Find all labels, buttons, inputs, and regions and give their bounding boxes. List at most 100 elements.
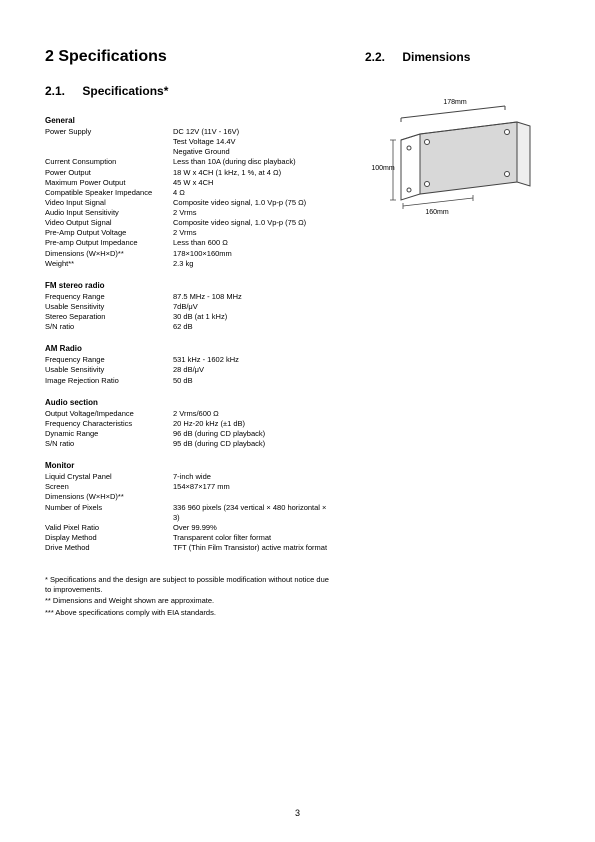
spec-label: Dimensions (W×H×D)** — [45, 492, 173, 502]
dim-width: 178mm — [443, 99, 467, 106]
spec-row: Power Output18 W x 4CH (1 kHz, 1 %, at 4… — [45, 168, 335, 178]
section-num: 2.1. — [45, 84, 65, 98]
spec-label: Usable Sensitivity — [45, 302, 173, 312]
spec-label: Audio Input Sensitivity — [45, 208, 173, 218]
spec-row: Drive MethodTFT (Thin Film Transistor) a… — [45, 543, 335, 553]
spec-value: 20 Hz-20 kHz (±1 dB) — [173, 419, 335, 429]
spec-row: Video Output SignalComposite video signa… — [45, 218, 335, 228]
section-2-1-heading: 2.1. Specifications* — [45, 84, 335, 98]
spec-value: 7-inch wide — [173, 472, 335, 482]
spec-value: 45 W x 4CH — [173, 178, 335, 188]
spec-label: Weight** — [45, 259, 173, 269]
spec-label: Pre-Amp Output Voltage — [45, 228, 173, 238]
spec-row: Output Voltage/Impedance2 Vrms/600 Ω — [45, 409, 335, 419]
spec-value: 2 Vrms/600 Ω — [173, 409, 335, 419]
spec-row: Current ConsumptionLess than 10A (during… — [45, 157, 335, 167]
spec-section-title: Monitor — [45, 461, 335, 470]
spec-value: 336 960 pixels (234 vertical × 480 horiz… — [173, 503, 335, 523]
spec-value: 62 dB — [173, 322, 335, 332]
spec-label: Frequency Range — [45, 292, 173, 302]
spec-label: Maximum Power Output — [45, 178, 173, 188]
spec-value: 95 dB (during CD playback) — [173, 439, 335, 449]
spec-section-title: FM stereo radio — [45, 281, 335, 290]
spec-label: S/N ratio — [45, 439, 173, 449]
spec-label: Usable Sensitivity — [45, 365, 173, 375]
spec-row: Compatible Speaker Impedance4 Ω — [45, 188, 335, 198]
spec-row: Maximum Power Output45 W x 4CH — [45, 178, 335, 188]
spec-section-title: AM Radio — [45, 344, 335, 353]
spec-label: Video Input Signal — [45, 198, 173, 208]
spec-value: 154×87×177 mm — [173, 482, 335, 492]
right-column: 2.2. Dimensions — [365, 48, 540, 619]
spec-section-title: General — [45, 116, 335, 125]
spec-row: Usable Sensitivity7dB/μV — [45, 302, 335, 312]
spec-value: 18 W x 4CH (1 kHz, 1 %, at 4 Ω) — [173, 168, 335, 178]
dim-height: 100mm — [371, 165, 395, 172]
spec-label: Stereo Separation — [45, 312, 173, 322]
spec-value: 96 dB (during CD playback) — [173, 429, 335, 439]
spec-label: Pre-amp Output Impedance — [45, 238, 173, 248]
spec-row: Dynamic Range96 dB (during CD playback) — [45, 429, 335, 439]
spec-row: Audio Input Sensitivity2 Vrms — [45, 208, 335, 218]
spec-row: Dimensions (W×H×D)** — [45, 492, 335, 502]
spec-value: Less than 600 Ω — [173, 238, 335, 248]
spec-row: Image Rejection Ratio50 dB — [45, 376, 335, 386]
spec-label: Current Consumption — [45, 157, 173, 167]
section-num: 2.2. — [365, 50, 385, 64]
spec-value: Over 99.99% — [173, 523, 335, 533]
section-title: Specifications* — [82, 84, 168, 98]
spec-row: Valid Pixel RatioOver 99.99% — [45, 523, 335, 533]
spec-value: 2 Vrms — [173, 228, 335, 238]
page-number: 3 — [0, 808, 595, 818]
spec-label: Number of Pixels — [45, 503, 173, 523]
spec-row: Frequency Range87.5 MHz - 108 MHz — [45, 292, 335, 302]
spec-row: Video Input SignalComposite video signal… — [45, 198, 335, 208]
spec-row: Usable Sensitivity28 dB/μV — [45, 365, 335, 375]
spec-row: Power SupplyDC 12V (11V - 16V) Test Volt… — [45, 127, 335, 157]
spec-value: 531 kHz - 1602 kHz — [173, 355, 335, 365]
spec-label: Display Method — [45, 533, 173, 543]
spec-row: Pre-Amp Output Voltage2 Vrms — [45, 228, 335, 238]
spec-value: Composite video signal, 1.0 Vp-p (75 Ω) — [173, 218, 335, 228]
spec-label: Compatible Speaker Impedance — [45, 188, 173, 198]
chapter-heading: 2 Specifications — [45, 48, 335, 66]
spec-row: Number of Pixels336 960 pixels (234 vert… — [45, 503, 335, 523]
spec-row: Screen 154×87×177 mm — [45, 482, 335, 492]
spec-row: Dimensions (W×H×D)**178×100×160mm — [45, 249, 335, 259]
spec-label: Dynamic Range — [45, 429, 173, 439]
spec-value: Composite video signal, 1.0 Vp-p (75 Ω) — [173, 198, 335, 208]
footnotes: * Specifications and the design are subj… — [45, 575, 335, 618]
dim-depth: 160mm — [425, 209, 449, 216]
spec-value: 28 dB/μV — [173, 365, 335, 375]
spec-body: General Power SupplyDC 12V (11V - 16V) Te… — [45, 116, 335, 553]
spec-label: Drive Method — [45, 543, 173, 553]
section-2-2-heading: 2.2. Dimensions — [365, 50, 540, 64]
spec-label: Power Output — [45, 168, 173, 178]
spec-row: Stereo Separation30 dB (at 1 kHz) — [45, 312, 335, 322]
spec-label: Screen — [45, 482, 173, 492]
spec-value: 2 Vrms — [173, 208, 335, 218]
spec-value: 2.3 kg — [173, 259, 335, 269]
spec-value: TFT (Thin Film Transistor) active matrix… — [173, 543, 335, 553]
spec-row: Liquid Crystal Panel7-inch wide — [45, 472, 335, 482]
spec-label: Liquid Crystal Panel — [45, 472, 173, 482]
spec-label: Dimensions (W×H×D)** — [45, 249, 173, 259]
spec-value: 30 dB (at 1 kHz) — [173, 312, 335, 322]
spec-label: Power Supply — [45, 127, 173, 157]
spec-value: Transparent color filter format — [173, 533, 335, 543]
footnote: * Specifications and the design are subj… — [45, 575, 335, 595]
footnote: *** Above specifications comply with EIA… — [45, 608, 335, 618]
spec-section-title: Audio section — [45, 398, 335, 407]
spec-row: S/N ratio62 dB — [45, 322, 335, 332]
dimensions-diagram: 178mm 100mm 160mm — [365, 82, 540, 227]
spec-value: 50 dB — [173, 376, 335, 386]
spec-row: S/N ratio95 dB (during CD playback) — [45, 439, 335, 449]
spec-value: Less than 10A (during disc playback) — [173, 157, 335, 167]
left-column: 2 Specifications 2.1. Specifications* Ge… — [45, 48, 335, 619]
spec-value: 87.5 MHz - 108 MHz — [173, 292, 335, 302]
spec-value: DC 12V (11V - 16V) Test Voltage 14.4V Ne… — [173, 127, 335, 157]
spec-label: S/N ratio — [45, 322, 173, 332]
spec-label: Image Rejection Ratio — [45, 376, 173, 386]
spec-value: 7dB/μV — [173, 302, 335, 312]
spec-label: Frequency Characteristics — [45, 419, 173, 429]
